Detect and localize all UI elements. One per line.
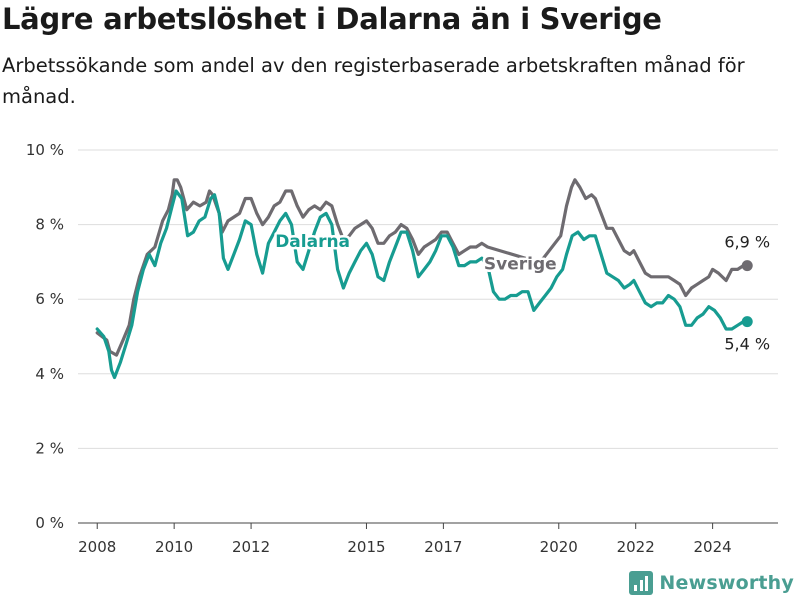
x-tick-label: 2008 xyxy=(78,538,116,556)
x-tick-label: 2022 xyxy=(617,538,655,556)
y-axis: 0 % 2 % 4 % 6 % 8 % 10 % xyxy=(26,141,64,532)
x-tick-label: 2024 xyxy=(694,538,732,556)
x-tick-label: 2020 xyxy=(540,538,578,556)
series-label-dalarna: Dalarna xyxy=(275,232,350,252)
x-tick-label: 2012 xyxy=(232,538,270,556)
series-line-sverige xyxy=(95,178,749,357)
chart-title: Lägre arbetslöshet i Dalarna än i Sverig… xyxy=(2,2,662,36)
y-tick-label: 2 % xyxy=(35,439,64,457)
x-axis: 2008 2010 2012 2015 2017 2020 2022 2024 xyxy=(78,523,732,556)
x-tick-label: 2017 xyxy=(424,538,462,556)
x-tick-label: 2015 xyxy=(347,538,385,556)
gridlines xyxy=(78,149,778,524)
chart-subtitle: Arbetssökande som andel av den registerb… xyxy=(2,54,745,108)
end-label-dalarna: 5,4 % xyxy=(724,335,770,354)
end-point-dalarna xyxy=(741,316,753,328)
brand-name: Newsworthy xyxy=(659,572,794,594)
y-tick-label: 10 % xyxy=(26,141,64,159)
series-label-sverige: Sverige xyxy=(484,254,557,274)
series-labels: 6,9 % 5,4 % Dalarna Sverige xyxy=(273,229,770,354)
y-tick-label: 0 % xyxy=(35,514,64,532)
newsworthy-logo: Newsworthy xyxy=(629,571,794,595)
end-point-sverige xyxy=(741,260,753,272)
series-group xyxy=(95,178,753,380)
y-tick-label: 4 % xyxy=(35,365,64,383)
y-tick-label: 6 % xyxy=(35,290,64,308)
y-tick-label: 8 % xyxy=(35,216,64,234)
bar-chart-icon xyxy=(629,571,654,595)
x-tick-label: 2010 xyxy=(155,538,193,556)
series-line-dalarna xyxy=(95,189,749,380)
end-label-sverige: 6,9 % xyxy=(724,233,770,252)
